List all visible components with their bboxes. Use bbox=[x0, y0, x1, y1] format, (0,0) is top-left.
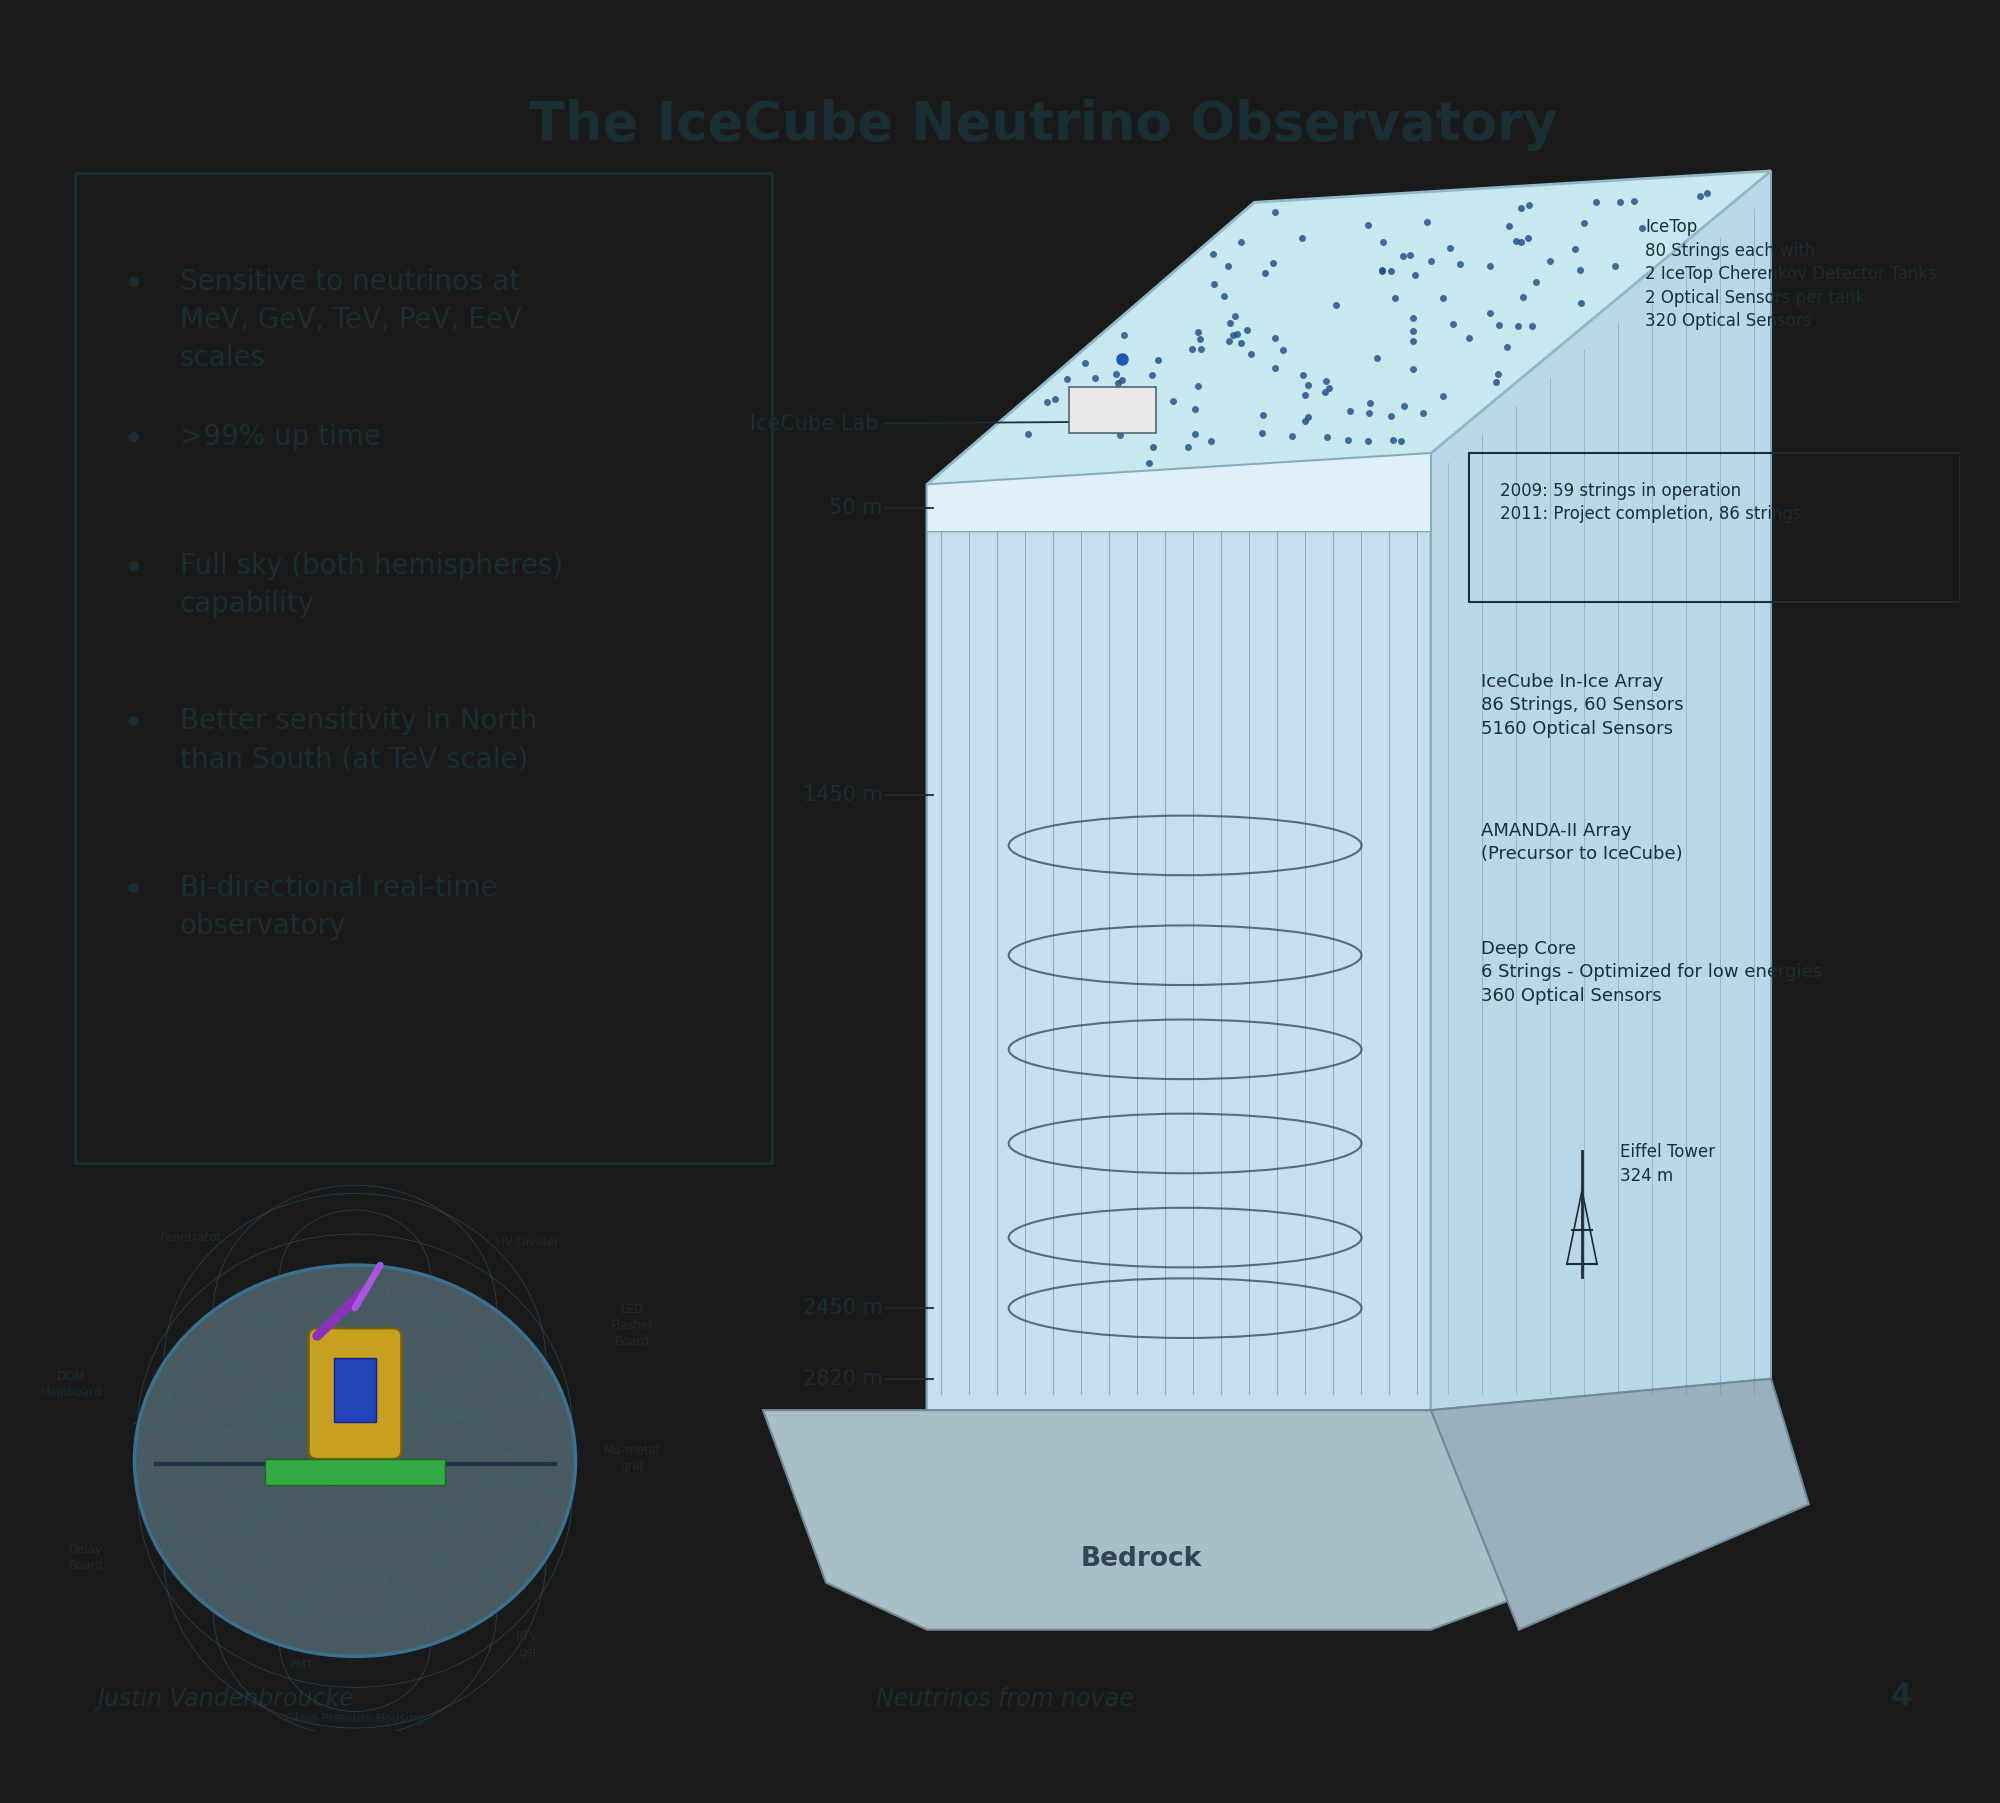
Text: Full sky (both hemispheres)
capability: Full sky (both hemispheres) capability bbox=[180, 552, 564, 618]
Text: 1450 m: 1450 m bbox=[802, 786, 882, 806]
Text: Bedrock: Bedrock bbox=[1080, 1547, 1202, 1572]
Text: IceTop
80 Strings each with
2 IceTop Cherenkov Detector Tanks
2 Optical Sensors : IceTop 80 Strings each with 2 IceTop Che… bbox=[1644, 218, 1936, 330]
Text: AMANDA-II Array
(Precursor to IceCube): AMANDA-II Array (Precursor to IceCube) bbox=[1482, 822, 1682, 864]
Text: •: • bbox=[122, 707, 144, 741]
Polygon shape bbox=[926, 453, 1430, 532]
Text: Sensitive to neutrinos at
MeV, GeV, TeV, PeV, EeV
scales: Sensitive to neutrinos at MeV, GeV, TeV,… bbox=[180, 269, 522, 371]
Text: Deep Core
6 Strings - Optimized for low energies
360 Optical Sensors: Deep Core 6 Strings - Optimized for low … bbox=[1482, 939, 1822, 1004]
Polygon shape bbox=[1430, 171, 1772, 1410]
Text: HV Divider: HV Divider bbox=[496, 1237, 558, 1249]
Text: Neutrinos from novae: Neutrinos from novae bbox=[876, 1688, 1134, 1711]
Text: Glass Pressure Housing: Glass Pressure Housing bbox=[286, 1711, 424, 1724]
Polygon shape bbox=[764, 1410, 1608, 1630]
Polygon shape bbox=[926, 171, 1772, 485]
Text: 2450 m: 2450 m bbox=[802, 1298, 882, 1318]
FancyBboxPatch shape bbox=[308, 1329, 402, 1459]
Text: Bi-directional real-time
observatory: Bi-directional real-time observatory bbox=[180, 874, 498, 939]
Text: Justin Vandenbroucke: Justin Vandenbroucke bbox=[98, 1688, 354, 1711]
Text: Delay
Board: Delay Board bbox=[68, 1543, 104, 1572]
FancyBboxPatch shape bbox=[1070, 388, 1156, 433]
Circle shape bbox=[134, 1266, 576, 1657]
Polygon shape bbox=[926, 202, 1254, 1433]
Text: RTV
gel: RTV gel bbox=[516, 1630, 538, 1659]
Text: •: • bbox=[122, 874, 144, 909]
Text: Better sensitivity in North
than South (at TeV scale): Better sensitivity in North than South (… bbox=[180, 707, 538, 773]
Text: Eiffel Tower
324 m: Eiffel Tower 324 m bbox=[1620, 1143, 1714, 1185]
Text: DOM
Mainboard: DOM Mainboard bbox=[40, 1370, 102, 1399]
Text: PMT: PMT bbox=[290, 1659, 314, 1673]
Text: Mu-metal
grid: Mu-metal grid bbox=[604, 1444, 660, 1473]
Text: •: • bbox=[122, 424, 144, 458]
FancyBboxPatch shape bbox=[334, 1358, 376, 1421]
Text: •: • bbox=[122, 269, 144, 303]
FancyBboxPatch shape bbox=[264, 1459, 446, 1486]
Text: IceCube In-Ice Array
86 Strings, 60 Sensors
5160 Optical Sensors: IceCube In-Ice Array 86 Strings, 60 Sens… bbox=[1482, 673, 1684, 737]
Text: •: • bbox=[122, 552, 144, 586]
Polygon shape bbox=[926, 453, 1430, 1410]
Text: LED
Flasher
Board: LED Flasher Board bbox=[610, 1304, 654, 1349]
Text: 4: 4 bbox=[1892, 1682, 1912, 1711]
Text: >99% up time: >99% up time bbox=[180, 424, 380, 451]
Text: The IceCube Neutrino Observatory: The IceCube Neutrino Observatory bbox=[530, 99, 1558, 151]
Polygon shape bbox=[1430, 1379, 1808, 1630]
Text: IceCube Lab: IceCube Lab bbox=[750, 413, 1088, 435]
Text: 50 m: 50 m bbox=[830, 498, 882, 517]
Text: 2820 m: 2820 m bbox=[802, 1368, 882, 1388]
Text: 2009: 59 strings in operation
2011: Project completion, 86 strings: 2009: 59 strings in operation 2011: Proj… bbox=[1500, 481, 1802, 523]
Text: Penetrator: Penetrator bbox=[160, 1231, 222, 1244]
